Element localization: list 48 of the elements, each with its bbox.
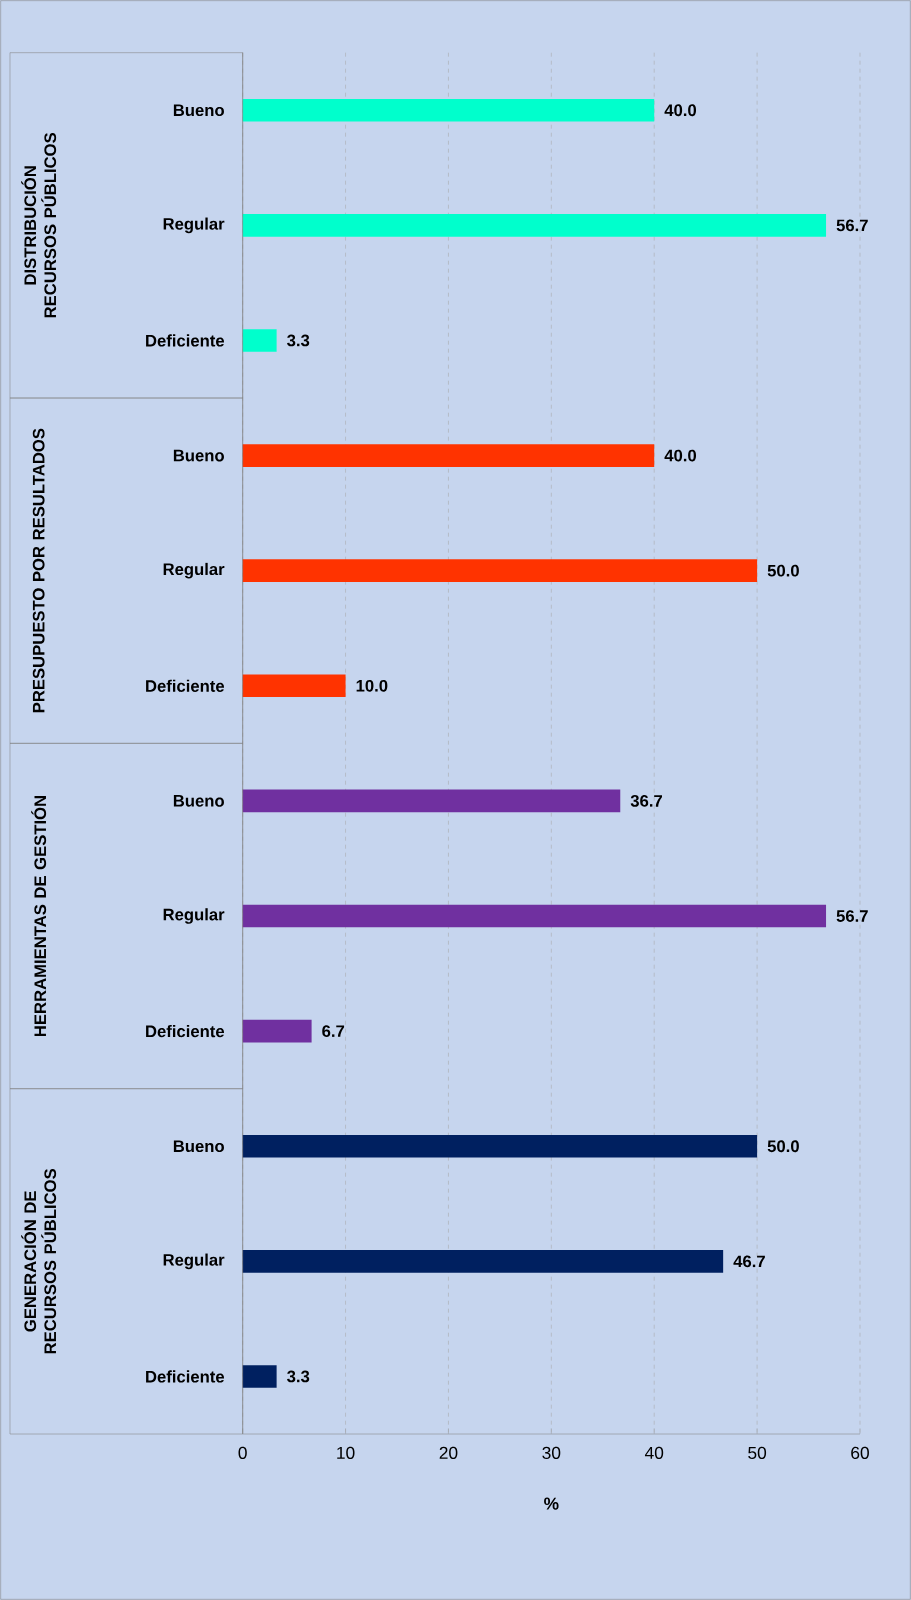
x-tick-label: 60: [851, 1446, 869, 1459]
y-tick-label: Deficiente: [146, 1370, 225, 1383]
y-tick-label: Deficiente: [146, 334, 225, 347]
y-tick-label: Bueno: [173, 1140, 224, 1153]
x-axis-title: %: [544, 1497, 559, 1510]
bar: [242, 1365, 277, 1388]
data-label: 3.3: [287, 334, 310, 347]
bar: [242, 1019, 312, 1043]
data-label: 56.7: [836, 910, 868, 922]
data-label: 46.7: [733, 1255, 765, 1268]
y-tick-label: Regular: [163, 1253, 225, 1270]
x-tick-label: 20: [439, 1446, 458, 1459]
bar: [242, 1250, 724, 1273]
data-label: 50.0: [767, 1140, 799, 1153]
bar: [242, 214, 827, 237]
y-tick-label: Regular: [163, 908, 225, 924]
text: GENERACIÓN DE RECURSOS PÚBLICOS: [21, 1168, 57, 1354]
bar: [242, 559, 758, 583]
x-tick-label: 10: [337, 1446, 355, 1459]
bar: [242, 674, 346, 698]
bar: [242, 329, 277, 352]
data-label: 10.0: [356, 679, 388, 692]
bar: [242, 98, 655, 122]
data-label: 3.3: [287, 1370, 310, 1383]
data-label: 6.7: [322, 1025, 345, 1038]
y-tick-label: Bueno: [173, 104, 224, 117]
bar: [242, 444, 655, 467]
bar: [242, 789, 621, 813]
x-tick-label: 50: [748, 1446, 767, 1459]
text: DISTRIBUCIÓN RECURSOS PÚBLICOS: [21, 132, 57, 318]
y-tick-label: Bueno: [173, 449, 224, 462]
text: HERRAMIENTAS DE GESTIÓN: [31, 796, 47, 1037]
data-label: 56.7: [836, 219, 868, 232]
y-tick-label: Bueno: [173, 795, 224, 807]
data-label: 40.0: [664, 104, 697, 117]
data-label: 40.0: [664, 449, 697, 462]
bar: [242, 904, 827, 928]
data-label: 50.0: [767, 564, 799, 577]
y-tick-label: Regular: [163, 562, 225, 579]
y-tick-label: Deficiente: [146, 1025, 225, 1038]
data-label: 36.7: [630, 795, 663, 807]
y-tick-label: Deficiente: [146, 679, 225, 692]
x-tick-label: 40: [644, 1446, 664, 1459]
y-tick-label: Regular: [163, 217, 225, 234]
bar: [242, 1134, 758, 1158]
text: PRESUPUESTO POR RESULTADOS: [32, 428, 45, 713]
x-tick-label: 30: [542, 1446, 561, 1459]
x-tick-label: 0: [238, 1446, 247, 1459]
